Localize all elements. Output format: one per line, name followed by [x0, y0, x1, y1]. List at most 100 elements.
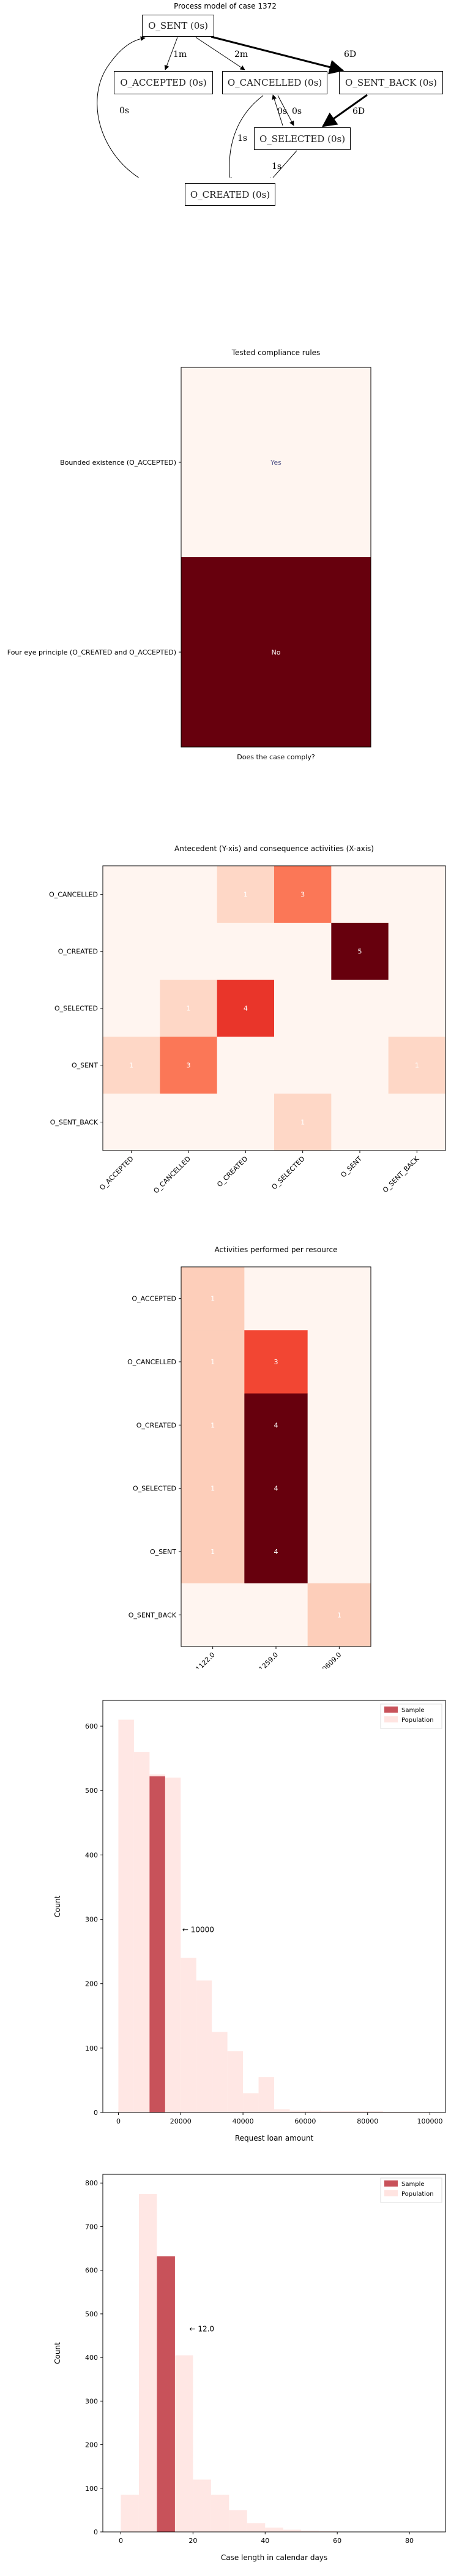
- x-tick-label: O_SELECTED: [270, 1155, 306, 1191]
- x-tick-label: 40: [261, 2537, 269, 2545]
- x-tick-label: O_ACCEPTED: [98, 1155, 135, 1192]
- edge-sent-back-selected: [322, 94, 368, 127]
- plot-frame: [181, 1266, 371, 1647]
- x-tick-label: 60: [333, 2537, 341, 2545]
- edge-label: 1m: [173, 50, 187, 59]
- heatmap-cell: [181, 1330, 245, 1394]
- histogram-bar-population: [181, 1958, 196, 2112]
- edge-label: 6D: [344, 50, 356, 59]
- heatmap-cell: [160, 923, 218, 980]
- histogram-bar-sample: [149, 1776, 165, 2112]
- x-tick-label: 80000: [357, 2117, 378, 2125]
- edge-selected-cancelled: [272, 94, 283, 126]
- heatmap-cell: [307, 1520, 371, 1584]
- histogram-bar-population: [319, 2531, 338, 2532]
- y-tick-label: 200: [85, 2441, 98, 2449]
- cell-value: 1: [129, 1062, 133, 1070]
- node-o-created: O_CREATED (0s): [185, 183, 275, 206]
- y-tick-label: 0: [94, 2528, 98, 2536]
- legend-label: Sample: [401, 1707, 425, 1714]
- heatmap-cell: [103, 866, 160, 923]
- heatmap-cell: [331, 866, 389, 923]
- histogram-bar-population: [229, 2510, 247, 2532]
- cell-value: 1: [211, 1421, 215, 1429]
- x-tick-label: 0: [116, 2117, 121, 2125]
- cell-value: 1: [300, 1119, 305, 1127]
- cell-value: 3: [274, 1358, 278, 1366]
- heatmap-cell: [331, 980, 389, 1037]
- x-tick-label: 10609.0: [318, 1651, 343, 1669]
- histogram-bar-population: [196, 1980, 212, 2112]
- heatmap-cell: [244, 1330, 308, 1394]
- histogram-bar-population: [118, 1719, 134, 2112]
- heatmap-cell: [244, 1520, 308, 1584]
- heatmap-cell: [181, 1520, 245, 1584]
- histogram-bar-population: [243, 2093, 259, 2112]
- cell-value: 5: [358, 948, 362, 956]
- y-tick-label: Bounded existence (O_ACCEPTED): [60, 459, 176, 467]
- cell-value: 3: [187, 1062, 191, 1070]
- heatmap-cell: [244, 1393, 308, 1457]
- heatmap-cell: [388, 866, 446, 923]
- y-axis-label: Count: [53, 1895, 62, 1917]
- heatmap-cell: [331, 1037, 389, 1094]
- histogram-bar-population: [301, 2530, 319, 2532]
- x-tick-label: O_SENT: [339, 1155, 363, 1179]
- x-tick-label: 11259.0: [255, 1651, 280, 1669]
- x-tick-label: 20000: [170, 2117, 192, 2125]
- legend-label: Sample: [401, 2181, 425, 2188]
- histogram-bar-sample: [157, 2256, 175, 2532]
- y-tick-label: Four eye principle (O_CREATED and O_ACCE…: [7, 648, 176, 656]
- edge-label: 6D: [352, 107, 365, 116]
- heatmap-cell: [217, 1037, 275, 1094]
- histogram-bar-population: [121, 2495, 139, 2532]
- heatmap-cell: [307, 1583, 371, 1647]
- histogram-bar-population: [227, 2051, 244, 2112]
- y-tick-label: O_SELECTED: [133, 1485, 176, 1493]
- y-tick-label: O_SELECTED: [54, 1005, 98, 1013]
- histogram-bar-population: [212, 2032, 228, 2112]
- y-tick-label: 0: [94, 2109, 98, 2117]
- plot-frame: [181, 367, 371, 748]
- node-label: O_SENT (0s): [148, 20, 208, 31]
- edge-sent-sent-back: [211, 36, 345, 75]
- x-tick-label: 0: [119, 2537, 123, 2545]
- heatmap-cell: [160, 1037, 218, 1094]
- heatmap-cell: [244, 1583, 308, 1647]
- cell-value: 1: [244, 891, 248, 899]
- edge-sent-accepted: [164, 37, 178, 70]
- heatmap-cell: [388, 923, 446, 980]
- histogram-bar-population: [336, 2111, 352, 2112]
- chart-title: Tested compliance rules: [231, 348, 321, 357]
- loan-amount-histogram: 0 20000 40000 60000 80000 100000 0 100 200 300 400…: [53, 1700, 446, 2142]
- heatmap-cell: [331, 1094, 389, 1151]
- heatmap-cell: [103, 980, 160, 1037]
- edge-selected-created: [269, 150, 297, 178]
- x-tick-label: 80: [405, 2537, 414, 2545]
- node-o-accepted: O_ACCEPTED (0s): [114, 71, 213, 94]
- edge-sent-cancelled: [195, 37, 245, 70]
- y-tick-label: 400: [85, 1851, 98, 1859]
- edge-label: 0s: [277, 107, 287, 116]
- cell-value: 4: [274, 1485, 278, 1493]
- heatmap-cell: [181, 367, 371, 557]
- heatmap-cell: [307, 1393, 371, 1457]
- histogram-bar-population: [165, 1778, 181, 2112]
- cell-value: 1: [211, 1295, 215, 1303]
- heatmap-cell: [274, 1037, 332, 1094]
- edge-created-sent: [97, 36, 146, 178]
- heatmap-cell: [160, 1094, 218, 1151]
- edge-label: 0s: [119, 106, 129, 116]
- legend-label: Population: [401, 1717, 434, 1724]
- y-tick-label: O_SENT_BACK: [129, 1611, 177, 1619]
- x-tick-label: O_CANCELLED: [152, 1155, 192, 1195]
- cell-value: 4: [274, 1421, 278, 1429]
- heatmap-cell: [181, 1583, 245, 1647]
- process-model-title: Process model of case 1372: [174, 2, 277, 10]
- node-o-sent: O_SENT (0s): [142, 15, 214, 37]
- histogram-bar-population: [193, 2479, 211, 2532]
- edge-cancelled-selected: [277, 95, 294, 126]
- y-tick-label: 100: [85, 2045, 98, 2052]
- legend-swatch: [384, 2180, 398, 2187]
- x-tick-label: O_SENT_BACK: [381, 1154, 421, 1194]
